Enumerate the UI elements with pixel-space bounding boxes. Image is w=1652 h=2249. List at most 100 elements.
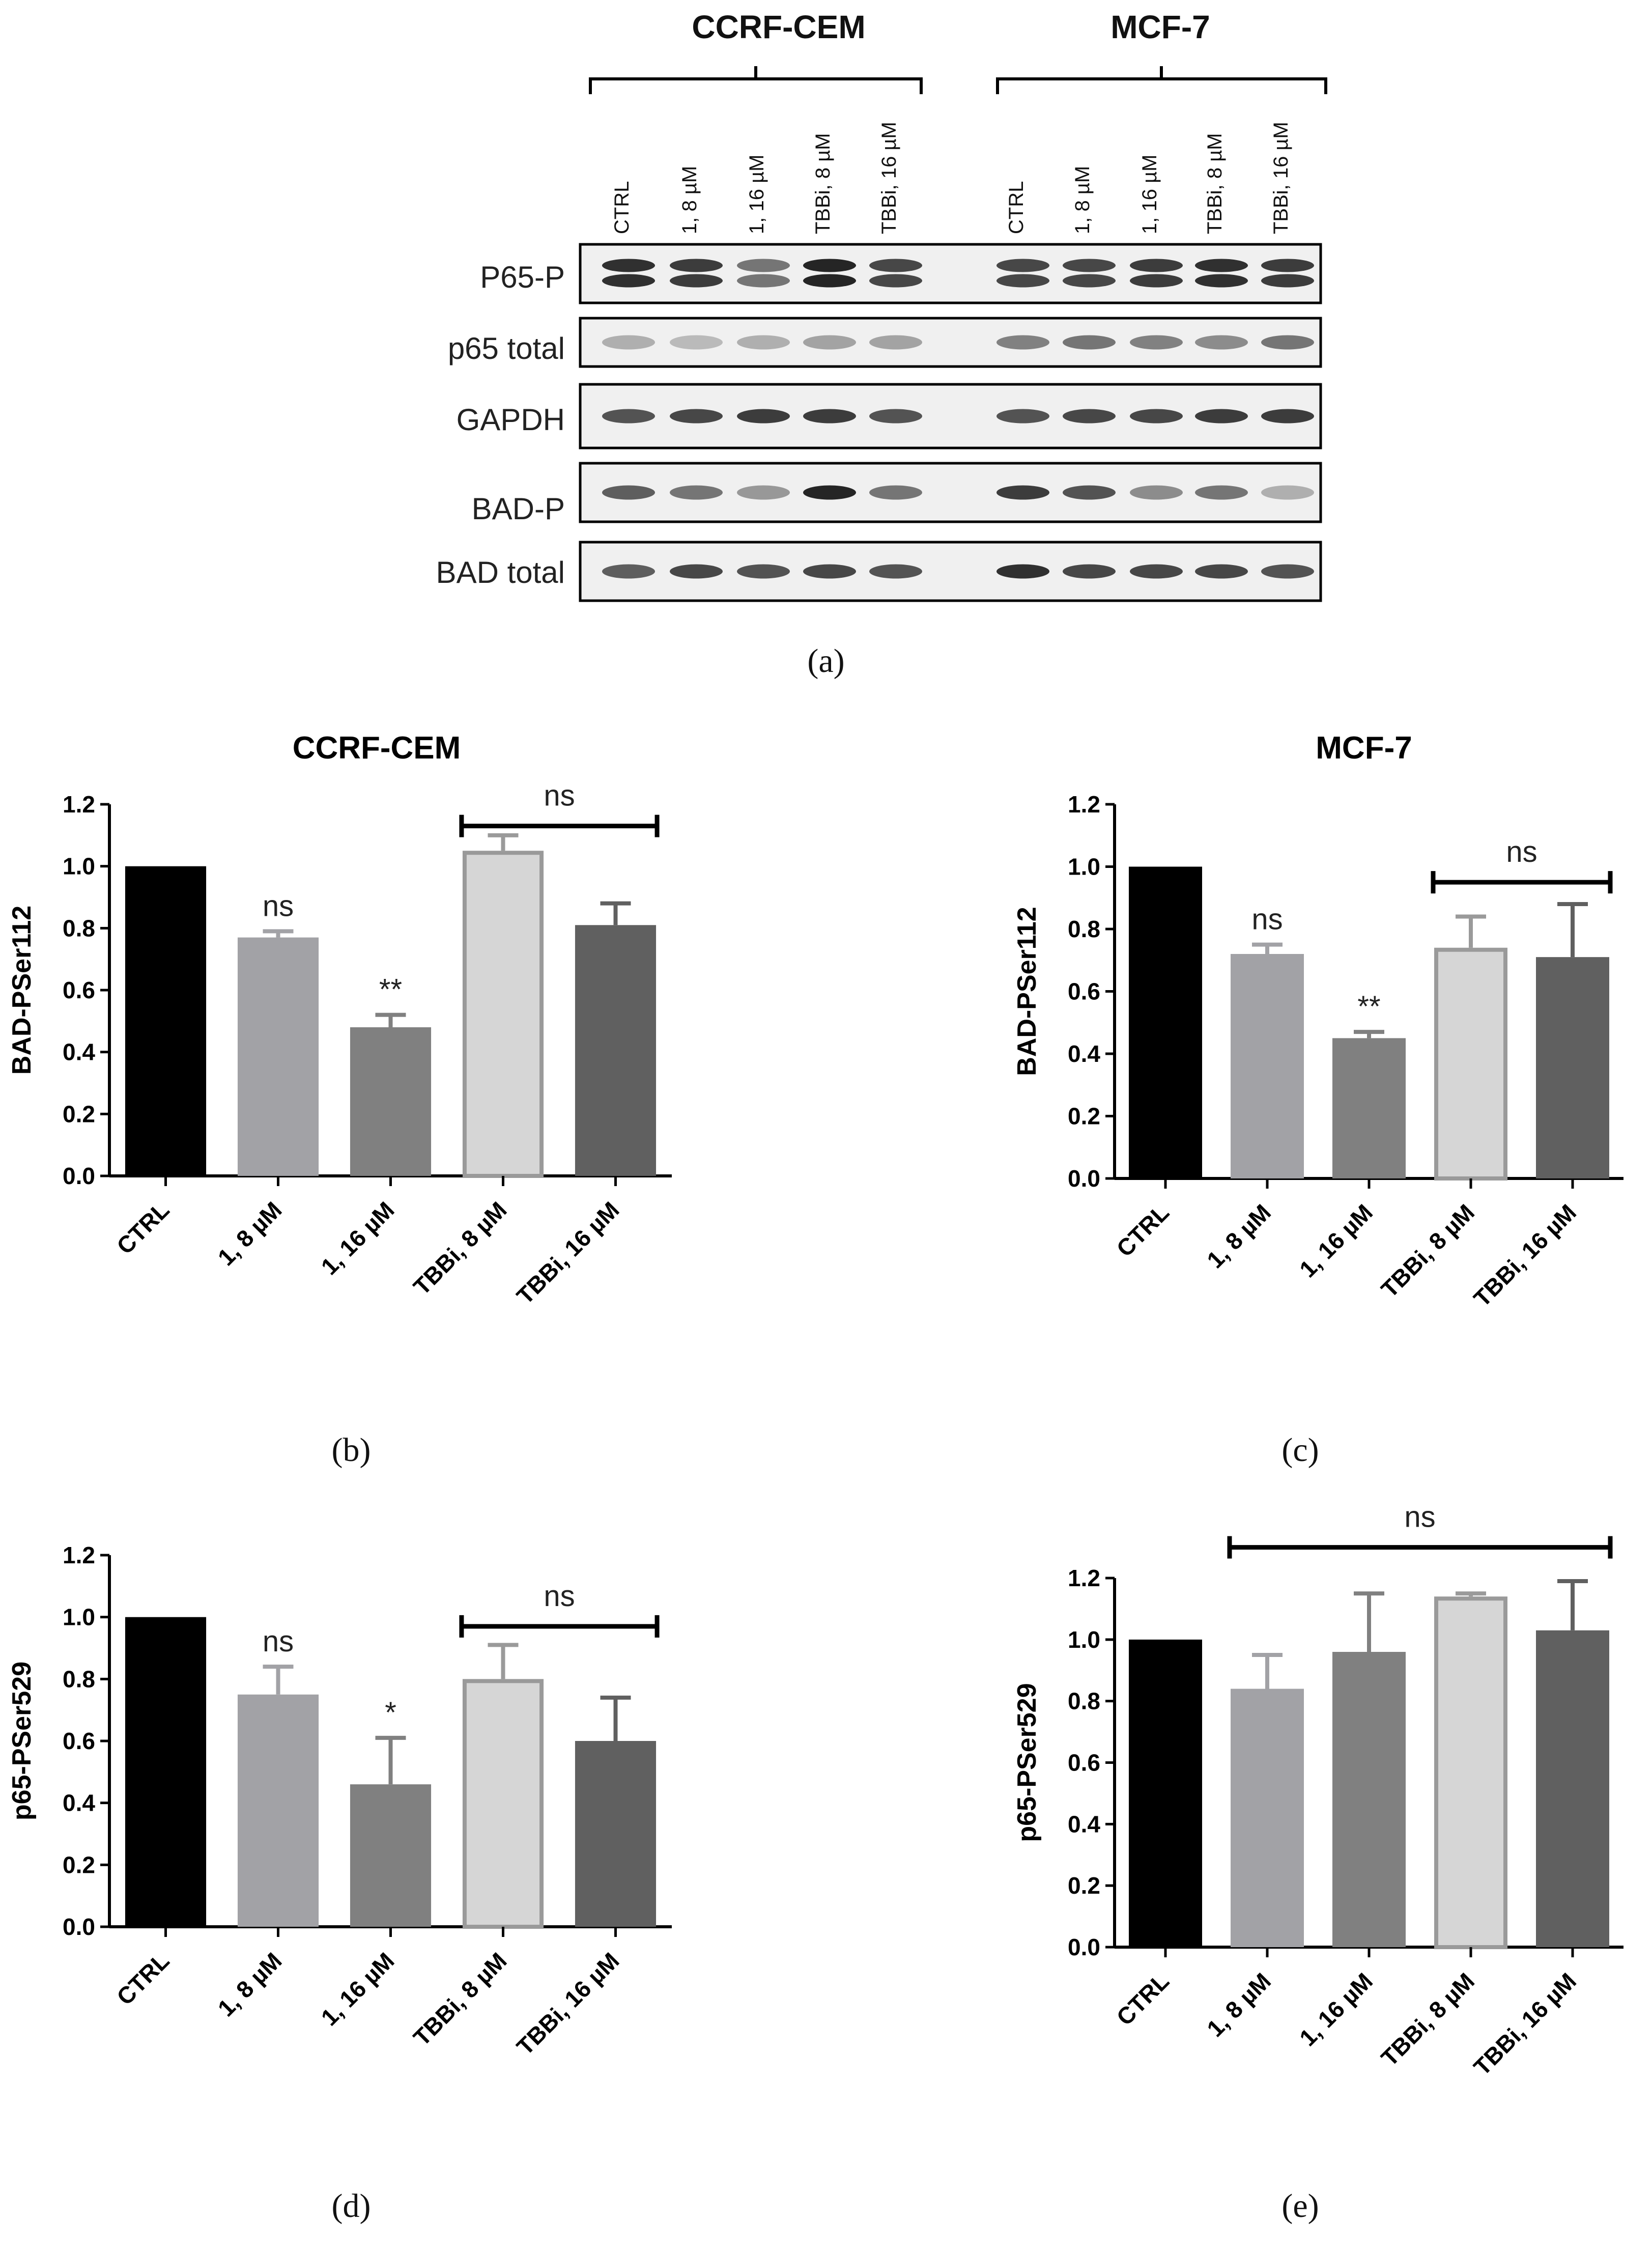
significance-label: **: [1357, 990, 1380, 1023]
y-tick-label: 0.2: [1068, 1103, 1100, 1130]
blot-band: [737, 409, 790, 424]
blot-band: [1261, 274, 1314, 288]
lane-label: TBBi, 16 µM: [1270, 122, 1292, 234]
blot-band: [670, 485, 723, 500]
blot-band: [1261, 409, 1314, 424]
y-tick-label: 0.8: [1068, 916, 1100, 942]
y-tick-label: 0.6: [63, 1728, 95, 1754]
bar: [1332, 1652, 1406, 1947]
bar: [1129, 1639, 1202, 1947]
blot-band: [1261, 485, 1314, 500]
blot-band: [737, 485, 790, 500]
x-tick-label: 1, 8 µM: [1202, 1199, 1276, 1273]
x-tick-label: TBBi, 16 µM: [1468, 1199, 1581, 1312]
blot-band: [869, 259, 922, 272]
x-tick-label: 1, 16 µM: [316, 1947, 400, 2031]
blot-band: [869, 335, 922, 350]
blot-group-bracket-mcf-7: [996, 77, 1327, 94]
chart-b: CCRF-CEM BAD-PSer112 0.0 0.2 0.4 0.6 0.8 1.0 1.2…: [7, 730, 672, 1469]
blot-band: [1261, 564, 1314, 579]
chart-title: CCRF-CEM: [293, 730, 461, 766]
blot-band: [1195, 259, 1248, 272]
bar: [125, 866, 207, 1176]
x-tick-label: CTRL: [1112, 1967, 1174, 2030]
blot-band: [1195, 274, 1248, 288]
bar: [237, 937, 319, 1176]
y-tick-label: 0.6: [1068, 978, 1100, 1005]
lane-label: TBBi, 16 µM: [878, 122, 900, 234]
y-tick-label: 1.0: [1068, 1626, 1100, 1653]
blot-band: [1195, 564, 1248, 579]
bar: [350, 1784, 432, 1927]
blot-strips: [579, 243, 1322, 602]
bar: [1434, 947, 1507, 1180]
lane-label: 1, 16 µM: [1138, 155, 1161, 234]
y-tick-label: 1.2: [63, 791, 95, 818]
y-tick-label: 0.2: [63, 1101, 95, 1127]
y-tick-label: 0.4: [1068, 1041, 1100, 1067]
blot-band: [670, 259, 723, 272]
x-tick-label: TBBi, 16 µM: [511, 1947, 624, 2060]
chart-e: p65-PSer529 0.0 0.2 0.4 0.6 0.8 1.0 1.2 CTRL 1, 8…: [1012, 1501, 1623, 2225]
bar: [462, 1679, 544, 1929]
x-tick-label: 1, 16 µM: [1294, 1967, 1378, 2051]
y-tick-label: 0.2: [63, 1851, 95, 1878]
blot-band: [1195, 335, 1248, 350]
bar: [1536, 957, 1609, 1178]
significance-label: **: [379, 973, 402, 1006]
blot-band: [670, 564, 723, 579]
blot-band: [869, 409, 922, 424]
blot-group-title-ccrf-cem: CCRF-CEM: [692, 9, 865, 45]
bar: [1231, 954, 1304, 1178]
x-tick-label: 1, 8 µM: [213, 1947, 287, 2021]
x-tick-label: TBBi, 8 µM: [1376, 1199, 1479, 1303]
blot-band: [869, 485, 922, 500]
blot-band: [1130, 409, 1183, 424]
y-axis-label: BAD-PSer112: [1012, 907, 1042, 1076]
bar: [1231, 1689, 1304, 1947]
y-axis-label: BAD-PSer112: [7, 906, 37, 1075]
x-tick-label: 1, 16 µM: [1294, 1199, 1378, 1282]
blot-strip: [579, 243, 1322, 304]
blot-band: [803, 485, 856, 500]
panel-label: (b): [332, 1431, 371, 1469]
western-blot-panel: CCRF-CEM MCF-7 CTRL 1, 8 µM 1, 16 µM TBB…: [436, 9, 1327, 680]
blot-band: [737, 274, 790, 288]
blot-band: [1130, 335, 1183, 350]
x-tick-label: CTRL: [111, 1196, 174, 1259]
blot-band: [737, 564, 790, 579]
blot-band: [670, 335, 723, 350]
blot-band: [737, 259, 790, 272]
chart-c: MCF-7 BAD-PSer112 0.0 0.2 0.4 0.6 0.8 1.0 1.2 CTR…: [1012, 730, 1623, 1469]
chart-d: p65-PSer529 0.0 0.2 0.4 0.6 0.8 1.0 1.2 CTRL 1, 8…: [7, 1542, 672, 2225]
blot-band: [670, 274, 723, 288]
x-tick-label: 1, 8 µM: [1202, 1967, 1276, 2042]
blot-band: [996, 409, 1049, 424]
y-tick-label: 0.0: [63, 1163, 95, 1189]
x-tick-label: TBBi, 16 µM: [511, 1196, 624, 1309]
bar: [462, 851, 544, 1178]
blot-band: [602, 564, 655, 579]
panel-label-a: (a): [807, 642, 844, 680]
chart-title: MCF-7: [1316, 730, 1412, 766]
lane-label: 1, 8 µM: [1071, 166, 1094, 234]
blot-band: [602, 274, 655, 288]
bar: [350, 1027, 432, 1176]
lane-label: CTRL: [611, 181, 633, 234]
y-tick-label: 0.6: [63, 977, 95, 1003]
y-tick-label: 0.8: [63, 1666, 95, 1692]
blot-row-label: BAD total: [436, 555, 565, 589]
bar: [575, 925, 657, 1176]
significance-bracket-label: ns: [1404, 1501, 1435, 1534]
blot-band: [869, 274, 922, 288]
bar: [125, 1617, 207, 1927]
bar: [1129, 866, 1202, 1178]
significance-label: ns: [1251, 903, 1283, 936]
y-tick-label: 1.0: [63, 853, 95, 880]
bar: [575, 1741, 657, 1927]
y-tick-label: 0.2: [1068, 1872, 1100, 1899]
blot-band: [803, 259, 856, 272]
blot-row-label: GAPDH: [457, 403, 565, 437]
y-axis-label: p65-PSer529: [7, 1662, 37, 1820]
lane-label: TBBi, 8 µM: [812, 133, 834, 234]
